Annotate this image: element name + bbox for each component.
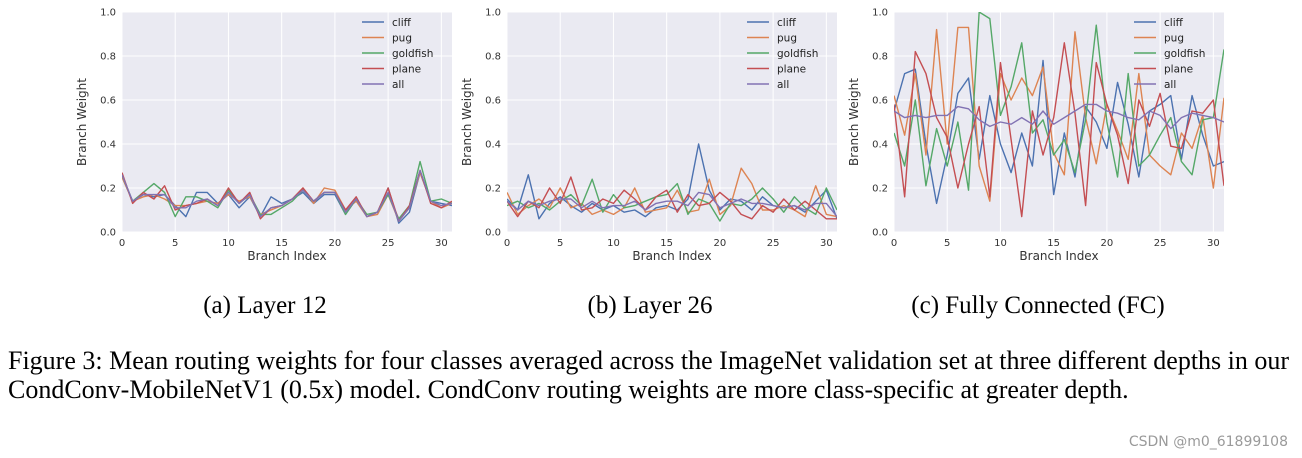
y-tick-label: 0.8 xyxy=(100,52,116,63)
series-line-goldfish xyxy=(894,12,1224,191)
x-tick-label: 30 xyxy=(1207,238,1220,249)
x-tick-label: 25 xyxy=(767,238,780,249)
y-tick-label: 0.4 xyxy=(872,140,888,151)
y-tick-label: 0.2 xyxy=(485,184,501,195)
subcaption-c: (c) Fully Connected (FC) xyxy=(911,292,1165,319)
y-tick-label: 0.0 xyxy=(100,228,116,239)
x-tick-label: 15 xyxy=(1047,238,1060,249)
legend-label-goldfish: goldfish xyxy=(392,48,433,60)
x-tick-label: 20 xyxy=(1101,238,1114,249)
x-tick-label: 20 xyxy=(714,238,727,249)
x-tick-label: 10 xyxy=(994,238,1007,249)
chart-panel-c: 0.0 0.2 0.4 0.6 0.8 1.0 0 5 10 15 20 25 30 Branch Ind… xyxy=(842,0,1232,280)
y-tick-label: 0.8 xyxy=(485,52,501,63)
legend-label-plane: plane xyxy=(392,64,421,76)
y-tick-label: 0.0 xyxy=(872,228,888,239)
legend-label-pug: pug xyxy=(777,33,797,45)
x-tick-label: 15 xyxy=(275,238,288,249)
y-tick-label: 0.4 xyxy=(485,140,501,151)
x-tick-label: 5 xyxy=(172,238,178,249)
y-tick-label: 0.2 xyxy=(872,184,888,195)
y-axis-label: Branch Weight xyxy=(460,78,474,166)
x-tick-label: 0 xyxy=(891,238,897,249)
y-axis-label: Branch Weight xyxy=(75,78,89,166)
legend-label-all: all xyxy=(777,79,789,91)
x-tick-label: 30 xyxy=(435,238,448,249)
y-tick-label: 0.2 xyxy=(100,184,116,195)
x-tick-label: 15 xyxy=(660,238,673,249)
y-tick-label: 1.0 xyxy=(100,8,116,19)
x-tick-label: 0 xyxy=(119,238,125,249)
y-tick-label: 0.6 xyxy=(100,96,116,107)
legend-label-all: all xyxy=(1164,79,1176,91)
series-group xyxy=(894,12,1224,218)
x-axis-label: Branch Index xyxy=(1019,249,1098,263)
legend-label-plane: plane xyxy=(777,64,806,76)
x-tick-label: 10 xyxy=(607,238,620,249)
subcaption-a: (a) Layer 12 xyxy=(203,292,327,319)
subcaption-b: (b) Layer 26 xyxy=(587,292,713,319)
figure-caption: Figure 3: Mean routing weights for four … xyxy=(8,346,1290,404)
legend-label-cliff: cliff xyxy=(1164,17,1184,29)
x-tick-label: 20 xyxy=(329,238,342,249)
series-line-all xyxy=(122,169,452,222)
plot-background xyxy=(507,12,837,232)
chart-fully-connected: 0.0 0.2 0.4 0.6 0.8 1.0 0 5 10 15 20 25 30 Branch Ind… xyxy=(847,8,1224,263)
chart-panel-b: 0.0 0.2 0.4 0.6 0.8 1.0 0 5 10 15 20 25 30 Branch Ind… xyxy=(455,0,845,280)
x-tick-label: 10 xyxy=(222,238,235,249)
series-line-all xyxy=(894,103,1224,130)
series-line-pug xyxy=(894,26,1224,202)
series-line-plane xyxy=(894,42,1224,218)
y-tick-label: 0.6 xyxy=(485,96,501,107)
series-line-pug xyxy=(507,167,837,218)
legend-label-cliff: cliff xyxy=(392,17,412,29)
x-axis-label: Branch Index xyxy=(632,249,711,263)
legend-label-plane: plane xyxy=(1164,64,1193,76)
legend-label-pug: pug xyxy=(392,33,412,45)
legend-label-cliff: cliff xyxy=(777,17,797,29)
x-tick-label: 25 xyxy=(1154,238,1167,249)
x-tick-label: 25 xyxy=(382,238,395,249)
legend-label-all: all xyxy=(392,79,404,91)
y-tick-label: 1.0 xyxy=(485,8,501,19)
y-tick-label: 0.6 xyxy=(872,96,888,107)
x-axis-label: Branch Index xyxy=(247,249,326,263)
x-tick-label: 0 xyxy=(504,238,510,249)
legend-label-pug: pug xyxy=(1164,33,1184,45)
chart-layer-12: 0.0 0.2 0.4 0.6 0.8 1.0 0 5 10 15 20 25 30 Branch Ind… xyxy=(75,8,452,263)
y-tick-label: 0.0 xyxy=(485,228,501,239)
series-line-all xyxy=(507,191,837,218)
y-tick-label: 0.8 xyxy=(872,52,888,63)
legend-label-goldfish: goldfish xyxy=(1164,48,1205,60)
x-tick-label: 30 xyxy=(820,238,833,249)
watermark: CSDN @m0_61899108 xyxy=(1128,434,1288,450)
y-tick-label: 0.4 xyxy=(100,140,116,151)
chart-layer-26: 0.0 0.2 0.4 0.6 0.8 1.0 0 5 10 15 20 25 30 Branch Ind… xyxy=(460,8,837,263)
series-group xyxy=(122,160,452,224)
plot-background xyxy=(122,12,452,232)
y-tick-label: 1.0 xyxy=(872,8,888,19)
x-tick-label: 5 xyxy=(557,238,563,249)
series-group xyxy=(507,143,837,222)
legend-label-goldfish: goldfish xyxy=(777,48,818,60)
chart-panel-a: 0.0 0.2 0.4 0.6 0.8 1.0 0 5 10 15 20 25 30 Branch Ind… xyxy=(70,0,460,280)
y-axis-label: Branch Weight xyxy=(847,78,861,166)
x-tick-label: 5 xyxy=(944,238,950,249)
